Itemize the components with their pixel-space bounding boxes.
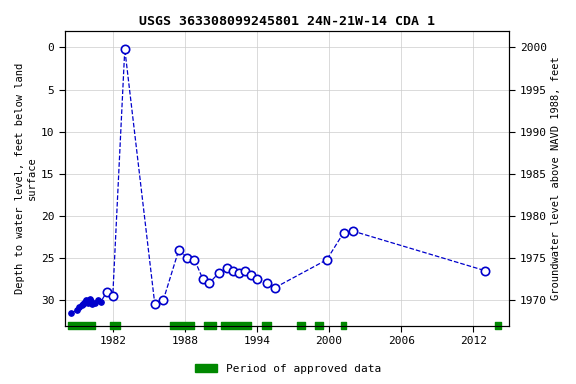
Legend: Period of approved data: Period of approved data (191, 359, 385, 379)
Y-axis label: Depth to water level, feet below land
surface: Depth to water level, feet below land su… (15, 63, 37, 294)
Title: USGS 363308099245801 24N-21W-14 CDA 1: USGS 363308099245801 24N-21W-14 CDA 1 (139, 15, 435, 28)
Y-axis label: Groundwater level above NAVD 1988, feet: Groundwater level above NAVD 1988, feet (551, 56, 561, 300)
